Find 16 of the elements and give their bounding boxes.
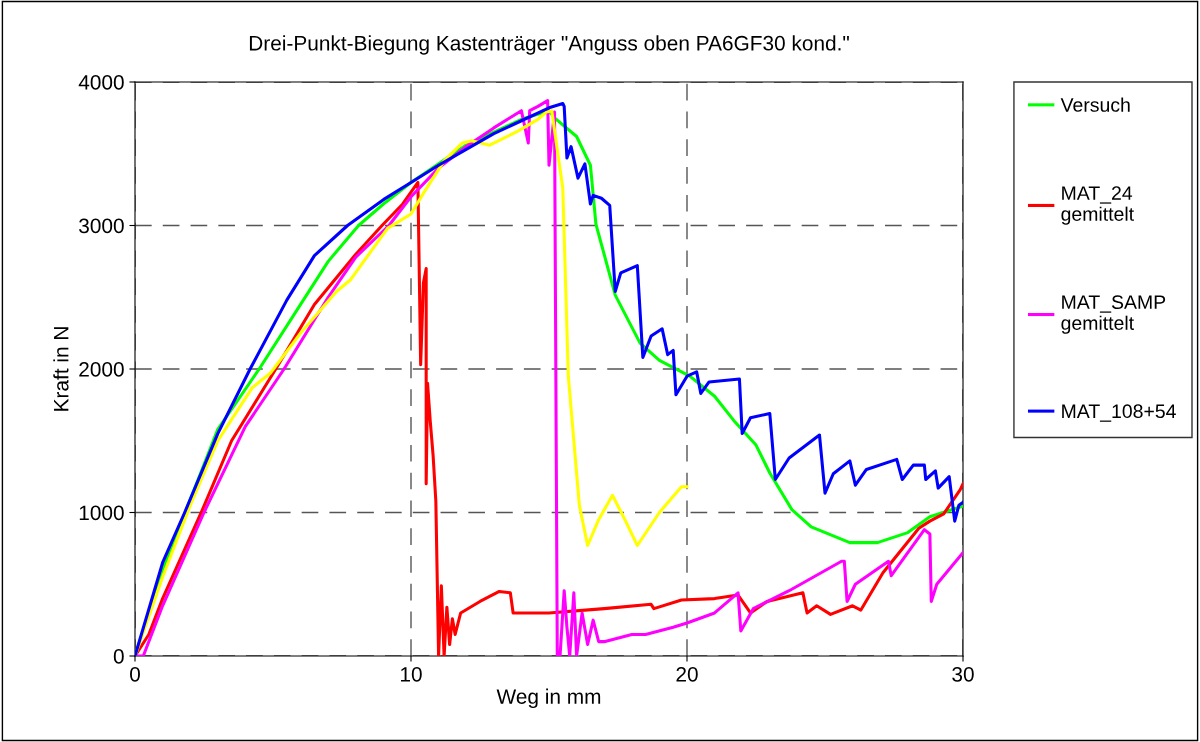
- x-tick-label: 30: [952, 666, 974, 682]
- y-tick-label: 2000: [79, 362, 124, 377]
- y-tick-label: 4000: [78, 75, 124, 90]
- legend-label: MAT_SAMP gemittelt: [1061, 295, 1166, 334]
- x-tick-label: 20: [676, 666, 698, 682]
- legend-label: MAT_108+54: [1062, 404, 1176, 422]
- x-tick-label: 10: [401, 666, 422, 682]
- x-tick-label: 0: [130, 666, 140, 682]
- y-axis-title: Kraft in N: [53, 327, 69, 411]
- legend-label: MAT_24 gemittelt: [1061, 186, 1134, 225]
- y-tick-label: 3000: [79, 218, 124, 234]
- y-tick-label: 1000: [79, 505, 124, 521]
- y-tick-label: 0: [113, 649, 124, 664]
- x-axis-title: Weg in mm: [496, 688, 601, 709]
- legend-label: Versuch: [1060, 97, 1130, 112]
- chart-title: Drei-Punkt-Biegung Kastenträger "Anguss oben PA6GF30 kond.": [249, 35, 849, 55]
